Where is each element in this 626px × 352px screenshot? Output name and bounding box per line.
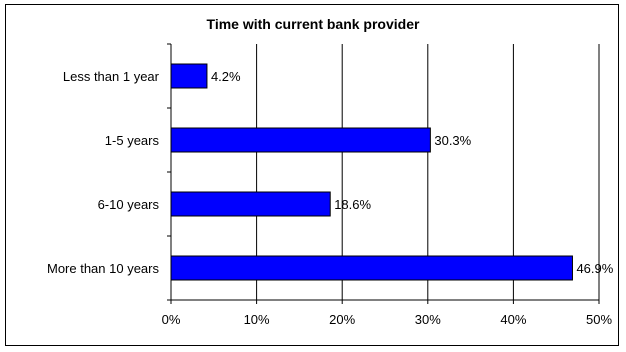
category-label: More than 10 years — [47, 261, 160, 276]
value-label: 30.3% — [434, 133, 471, 148]
x-tick-label: 40% — [500, 312, 526, 327]
chart-title: Time with current bank provider — [206, 16, 420, 32]
x-tick-label: 20% — [329, 312, 355, 327]
category-label: 6-10 years — [98, 197, 160, 212]
category-label: Less than 1 year — [63, 69, 160, 84]
x-tick-label: 50% — [586, 312, 612, 327]
chart-frame — [5, 4, 619, 346]
bar — [170, 127, 431, 153]
labels: 0% 10% 20% 30% 40% 50% Less than 1 year 4.2% 1-5… — [47, 69, 614, 327]
axes — [167, 43, 600, 304]
bar — [170, 191, 331, 217]
bar — [170, 255, 573, 281]
value-label: 4.2% — [211, 69, 241, 84]
value-label: 46.9% — [576, 261, 613, 276]
x-tick-label: 0% — [162, 312, 181, 327]
x-tick-label: 10% — [244, 312, 270, 327]
value-label: 18.6% — [334, 197, 371, 212]
x-tick-label: 30% — [415, 312, 441, 327]
bar — [170, 63, 208, 89]
category-label: 1-5 years — [105, 133, 160, 148]
bars — [170, 63, 573, 281]
